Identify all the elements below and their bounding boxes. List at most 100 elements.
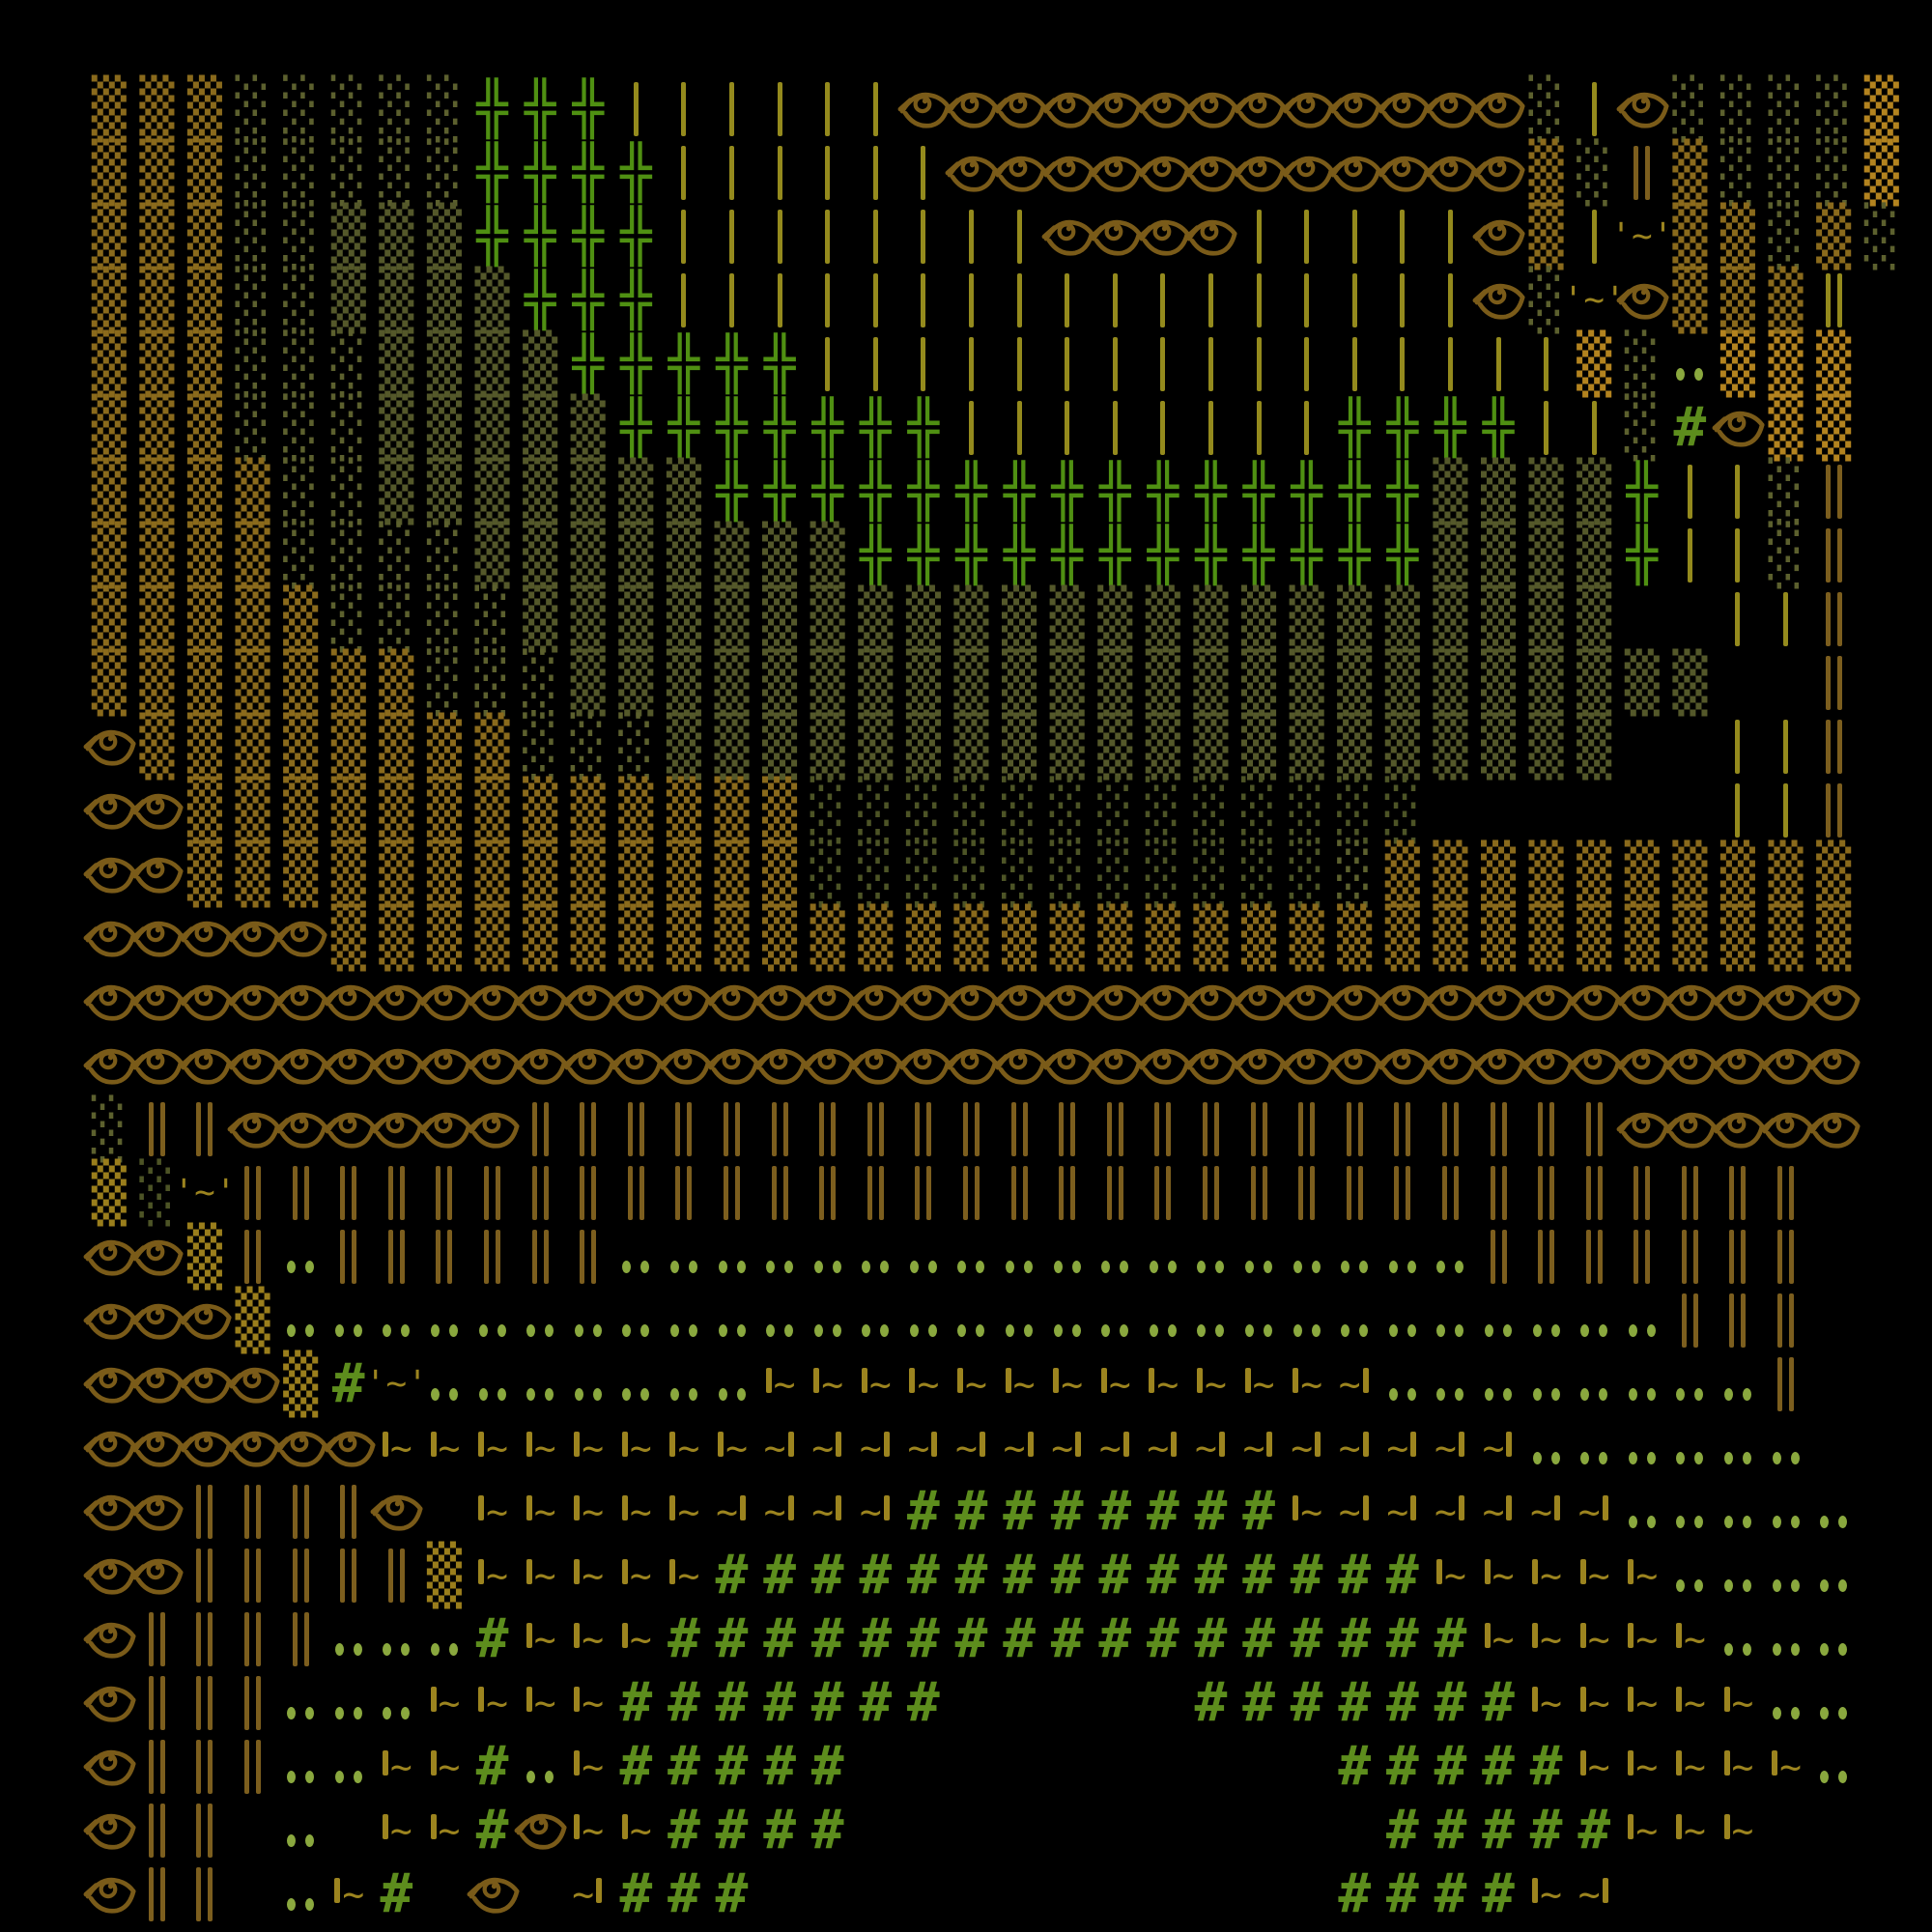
eye-icon xyxy=(1423,88,1477,130)
eye-icon xyxy=(226,917,280,959)
eye-icon xyxy=(657,980,711,1023)
eye-icon xyxy=(1187,77,1236,141)
dense-block-mustard: ▒ xyxy=(283,1350,319,1418)
eye-icon xyxy=(1088,1044,1142,1087)
eye-icon xyxy=(513,1044,567,1087)
dense-block-brown: ▒ xyxy=(283,840,319,908)
single-bar-mustard xyxy=(852,205,900,269)
tilde-bar: ~ xyxy=(1427,1480,1475,1544)
eye-icon xyxy=(1474,77,1522,141)
double-bar-brown xyxy=(1427,1097,1475,1161)
medium-shade-olive: ▒ xyxy=(1289,713,1324,781)
eye-icon xyxy=(129,917,184,959)
hash-green: # xyxy=(475,1799,509,1861)
eye-icon xyxy=(755,970,804,1034)
eye-icon xyxy=(469,1034,517,1097)
light-shade-dark: ░ xyxy=(858,777,894,844)
medium-shade-olive: ▒ xyxy=(762,649,798,717)
tree-cross-green: ╬ xyxy=(716,461,748,522)
dense-block-brown: ▒ xyxy=(139,330,175,398)
eye-icon xyxy=(1714,396,1762,460)
tree-cross-green: ╬ xyxy=(860,525,892,585)
dot-pair-green xyxy=(708,1352,756,1416)
single-bar-mustard xyxy=(708,269,756,332)
tilde-bar: ~ xyxy=(1570,1862,1618,1926)
hash-green: # xyxy=(763,1799,796,1861)
eye-icon xyxy=(181,970,229,1034)
eye-icon xyxy=(1522,970,1571,1034)
single-bar-mustard xyxy=(1427,205,1475,269)
dot-pair-green xyxy=(1522,1416,1571,1480)
empty xyxy=(1522,779,1571,842)
eye-icon xyxy=(804,970,852,1034)
eye-icon xyxy=(1283,77,1331,141)
double-bar-brown xyxy=(469,1225,517,1289)
dot-pair-green xyxy=(1762,1671,1810,1735)
double-bar-brown xyxy=(373,1161,421,1225)
bar-tilde: ~ xyxy=(1618,1607,1666,1671)
medium-shade-olive: ▒ xyxy=(330,203,366,270)
empty xyxy=(1187,1799,1236,1862)
hash-green: # xyxy=(1098,1480,1132,1543)
bar-tilde: ~ xyxy=(1570,1607,1618,1671)
tree-cross-green: ╬ xyxy=(860,461,892,522)
art-row: ▒ xyxy=(85,1225,1906,1289)
dense-block-brown: ▒ xyxy=(714,904,750,972)
tilde-bar: ~ xyxy=(755,1480,804,1544)
medium-shade-olive: ▒ xyxy=(1480,649,1517,717)
eye-icon xyxy=(1183,1044,1237,1087)
medium-shade-olive: ▒ xyxy=(1433,713,1468,781)
art-row: ~ ~ ~ ~ ~ ~ ~ ~ ~ # # # # # # # # ~ ~ ~ ~ ~ ~ ~ xyxy=(85,1480,1906,1544)
dot-pair-green xyxy=(755,1225,804,1289)
dense-block-brown: ▒ xyxy=(283,585,319,653)
light-shade-olive: ░ xyxy=(283,458,319,526)
double-bar-brown xyxy=(181,1097,229,1161)
double-bar-brown xyxy=(133,1671,182,1735)
dense-block-brown: ▒ xyxy=(91,75,127,143)
single-bar-mustard xyxy=(1235,396,1283,460)
eye-icon xyxy=(181,1034,229,1097)
medium-shade-olive: ▒ xyxy=(858,585,894,653)
single-bar-mustard xyxy=(1714,715,1762,779)
hash-green: # xyxy=(810,1799,844,1861)
empty xyxy=(852,1862,900,1926)
dense-block-brown: ▒ xyxy=(235,777,270,844)
tilde-bar: ~ xyxy=(1378,1416,1427,1480)
hash-green: # xyxy=(1673,396,1707,459)
single-bar-mustard xyxy=(755,77,804,141)
dense-block-brown: ▒ xyxy=(139,458,175,526)
medium-shade-olive: ▒ xyxy=(666,458,701,526)
tilde-bar: ~ xyxy=(1474,1480,1522,1544)
medium-shade-olive: ▒ xyxy=(810,585,845,653)
tree-cross-green: ╬ xyxy=(1386,461,1419,522)
empty xyxy=(1283,1799,1331,1862)
medium-shade-olive: ▒ xyxy=(379,394,414,462)
empty xyxy=(1858,1416,1906,1480)
tilde-bar: ~ xyxy=(852,1480,900,1544)
double-bar-brown xyxy=(229,1735,277,1799)
medium-shade-olive: ▒ xyxy=(1097,649,1133,717)
eye-icon xyxy=(82,1044,136,1087)
bar-tilde: ~ xyxy=(1618,1799,1666,1862)
dot-pair-green xyxy=(660,1289,708,1352)
eye-icon xyxy=(944,1044,998,1087)
eye-icon xyxy=(1618,1034,1666,1097)
eye-icon xyxy=(992,980,1046,1023)
eye-icon xyxy=(325,970,373,1034)
double-bar-brown xyxy=(276,1480,325,1544)
eye-icon xyxy=(1043,141,1092,205)
empty xyxy=(1043,1671,1092,1735)
eye-icon xyxy=(129,1554,184,1597)
eye-icon xyxy=(1471,152,1525,194)
eye-icon xyxy=(1040,980,1094,1023)
eye-icon xyxy=(1423,980,1477,1023)
eye-icon xyxy=(85,1352,133,1416)
dense-block-brown: ▒ xyxy=(714,777,750,844)
dot-pair-green xyxy=(1618,1480,1666,1544)
dense-block-brown: ▒ xyxy=(1624,840,1660,908)
hash-green: # xyxy=(668,1735,700,1798)
eye-icon xyxy=(85,715,133,779)
light-shade-olive: ░ xyxy=(379,522,414,589)
dense-block-brown: ▒ xyxy=(91,458,127,526)
medium-shade-olive: ▒ xyxy=(905,649,941,717)
